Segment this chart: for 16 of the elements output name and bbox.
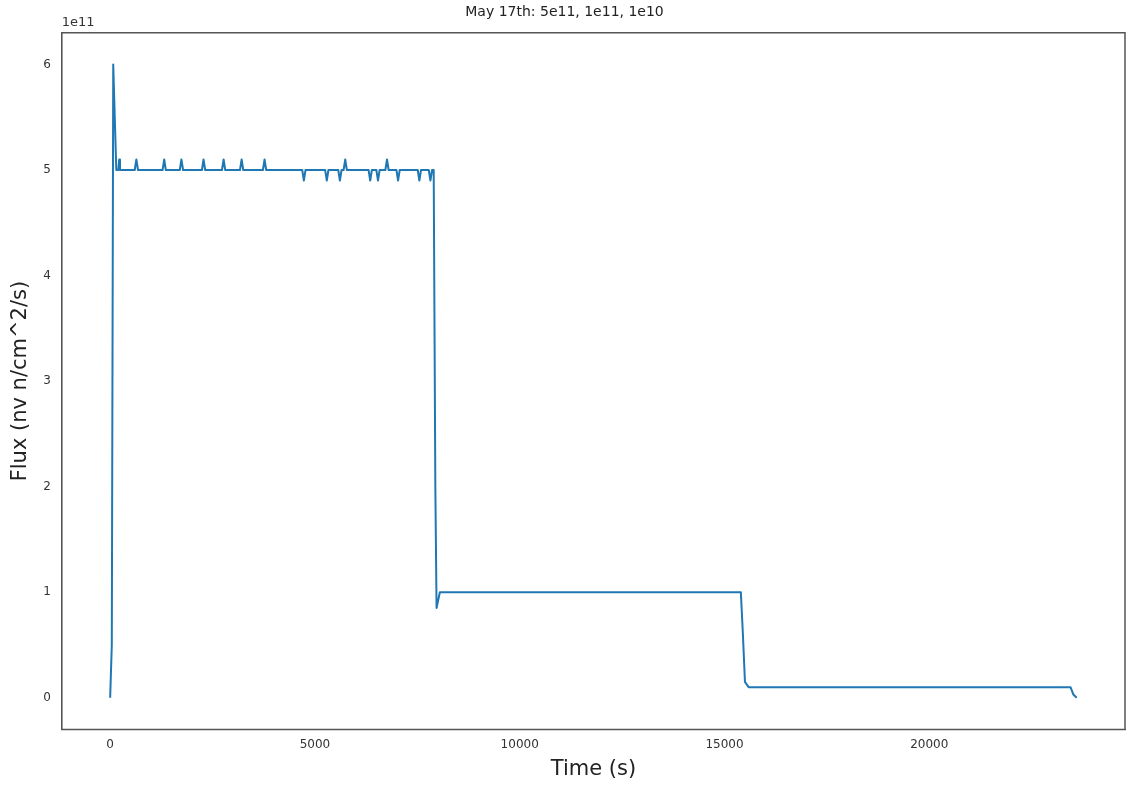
y-tick-label: 3 <box>43 373 51 388</box>
y-tick-label: 4 <box>43 267 51 282</box>
y-tick-label: 6 <box>43 56 51 71</box>
y-axis-title: Flux (nv n/cm^2/s) <box>7 280 32 482</box>
text: 1e11 <box>61 13 95 29</box>
x-tick-label: 5000 <box>299 736 331 751</box>
x-axis-title: Time (s) <box>549 755 637 780</box>
y-tick-label: 2 <box>43 478 51 493</box>
y-tick-label: 0 <box>43 689 51 704</box>
x-tick-label: 20000 <box>910 736 949 751</box>
y-tick-label: 5 <box>43 162 51 177</box>
chart-title: May 17th: 5e11, 1e11, 1e10 <box>465 3 664 20</box>
x-tick-label: 0 <box>106 736 114 751</box>
y-tick-label: 1 <box>43 584 51 599</box>
x-tick-label: 10000 <box>500 736 539 751</box>
x-tick-label: 15000 <box>705 736 744 751</box>
